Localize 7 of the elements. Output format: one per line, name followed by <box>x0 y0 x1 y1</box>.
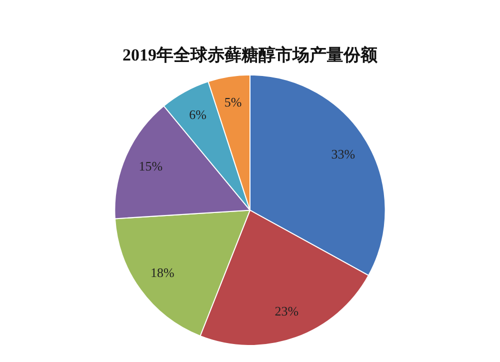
data-label: 6% <box>189 106 207 122</box>
data-label: 15% <box>138 158 163 174</box>
data-label: 23% <box>274 303 299 318</box>
data-label: 5% <box>224 94 242 110</box>
data-label: 33% <box>331 146 356 162</box>
chart-title: 2019年全球赤藓糖醇市场产量份额 <box>122 46 378 65</box>
data-label: 18% <box>150 265 175 280</box>
